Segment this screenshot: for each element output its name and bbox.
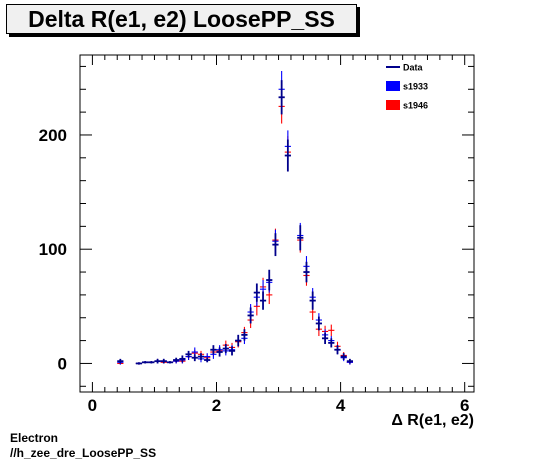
data-point — [272, 233, 279, 257]
data-point — [154, 358, 161, 364]
data-point — [328, 324, 335, 337]
footer-label: Electron — [10, 431, 59, 445]
data-point — [173, 357, 180, 363]
x-tick-label: 6 — [460, 396, 469, 415]
legend-label: s1933 — [403, 82, 428, 92]
legend-item-s1946: s1946 — [386, 100, 428, 111]
title-box: Delta R(e1, e2) LoosePP_SS — [6, 4, 357, 34]
data-point — [179, 355, 186, 363]
data-point — [253, 283, 260, 302]
chart-title: Delta R(e1, e2) LoosePP_SS — [28, 6, 335, 32]
data-point — [197, 353, 205, 361]
data-point — [284, 139, 291, 172]
y-tick-label: 0 — [58, 354, 67, 373]
data-point — [328, 338, 335, 348]
data-point — [346, 358, 354, 364]
data-point — [278, 80, 285, 115]
y-tick-label: 100 — [39, 240, 67, 259]
data-point — [247, 307, 254, 324]
data-point — [191, 354, 198, 362]
data-point — [340, 353, 347, 361]
x-tick-label: 0 — [88, 396, 97, 415]
axes: 0 2 4 6 0 100 200 Δ R(e1, e2) — [39, 54, 475, 429]
legend-swatch — [386, 100, 400, 110]
data-point — [297, 225, 304, 251]
series-s1933 — [117, 70, 354, 365]
data-point — [235, 334, 242, 347]
data-point — [259, 291, 267, 310]
data-point — [228, 346, 236, 356]
y-tick-label: 200 — [39, 126, 67, 145]
data-point — [117, 358, 124, 364]
data-point — [142, 361, 149, 364]
plot-frame — [79, 54, 475, 393]
data-point — [241, 329, 248, 341]
legend: Data s1933 s1946 — [386, 63, 428, 111]
data-point — [135, 362, 143, 365]
legend-item-data: Data — [386, 63, 424, 73]
data-point — [309, 291, 316, 310]
data-point — [166, 361, 174, 364]
legend-label: s1946 — [403, 101, 428, 111]
data-point — [210, 345, 217, 355]
data-point — [266, 269, 273, 291]
legend-label: Data — [403, 63, 424, 73]
legend-item-s1933: s1933 — [386, 81, 428, 92]
x-tick-label: 4 — [336, 396, 346, 415]
x-tick-label: 2 — [212, 396, 221, 415]
legend-swatch — [386, 81, 400, 91]
data-point — [216, 347, 223, 357]
data-point — [148, 361, 155, 364]
data-point — [204, 357, 211, 363]
data-marks — [117, 70, 354, 365]
footer-path: //h_zee_dre_LoosePP_SS — [10, 446, 157, 460]
data-point — [321, 332, 329, 345]
data-point — [222, 344, 229, 354]
x-axis-title: Δ R(e1, e2) — [391, 412, 474, 429]
data-point — [160, 358, 167, 364]
data-point — [334, 345, 341, 355]
data-point — [303, 261, 310, 283]
data-point — [315, 316, 322, 331]
series-data — [117, 80, 354, 365]
data-point — [185, 350, 192, 358]
